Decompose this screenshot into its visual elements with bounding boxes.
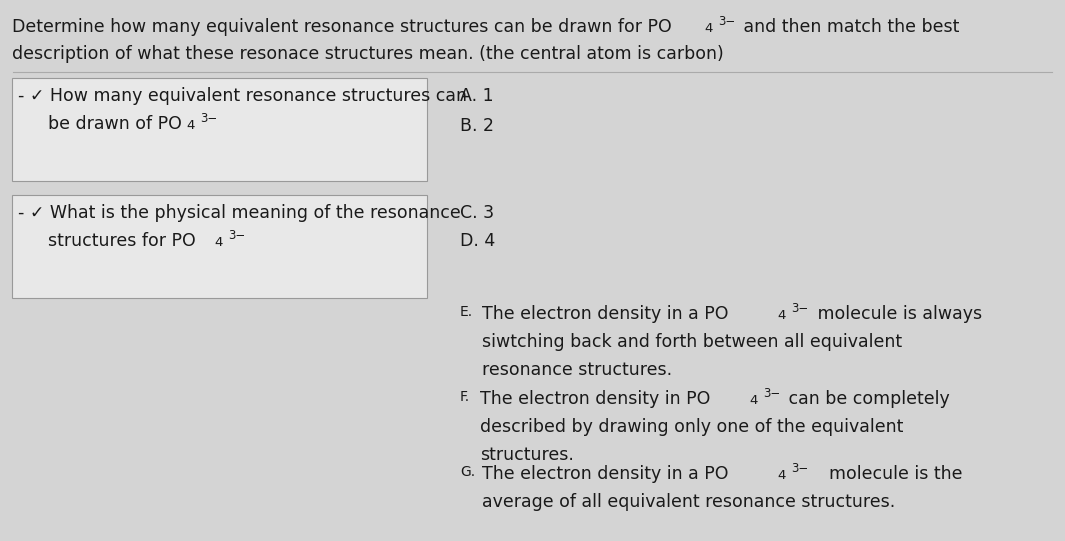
Text: described by drawing only one of the equivalent: described by drawing only one of the equ… [480, 418, 903, 436]
Text: 3−: 3− [763, 387, 781, 400]
Text: C. 3: C. 3 [460, 204, 494, 222]
Text: molecule is always: molecule is always [812, 305, 982, 323]
Text: B. 2: B. 2 [460, 117, 494, 135]
Text: G.: G. [460, 465, 475, 479]
Text: 3−: 3− [791, 302, 808, 315]
Text: 4: 4 [214, 236, 223, 249]
Text: 3−: 3− [228, 229, 245, 242]
Text: and then match the best: and then match the best [738, 18, 960, 36]
Text: 4: 4 [186, 119, 195, 132]
Text: can be completely: can be completely [783, 390, 950, 408]
Text: 4: 4 [704, 22, 712, 35]
Text: F.: F. [460, 390, 470, 404]
Text: The electron density in a PO: The electron density in a PO [482, 465, 728, 483]
Text: description of what these resonace structures mean. (the central atom is carbon): description of what these resonace struc… [12, 45, 724, 63]
Text: - ✓ How many equivalent resonance structures can: - ✓ How many equivalent resonance struct… [18, 87, 466, 105]
Text: 3−: 3− [200, 112, 217, 125]
Text: 3−: 3− [718, 15, 735, 28]
Text: structures for PO: structures for PO [48, 232, 196, 250]
Text: 4: 4 [749, 394, 757, 407]
Text: siwtching back and forth between all equivalent: siwtching back and forth between all equ… [482, 333, 902, 351]
Text: resonance structures.: resonance structures. [482, 361, 672, 379]
Text: A. 1: A. 1 [460, 87, 493, 105]
Text: - ✓ What is the physical meaning of the resonance: - ✓ What is the physical meaning of the … [18, 204, 461, 222]
Text: average of all equivalent resonance structures.: average of all equivalent resonance stru… [482, 493, 896, 511]
Text: be drawn of PO: be drawn of PO [48, 115, 182, 133]
Text: 3−: 3− [791, 462, 808, 475]
Text: D. 4: D. 4 [460, 232, 495, 250]
Text: 4: 4 [777, 469, 785, 482]
Text: Determine how many equivalent resonance structures can be drawn for PO: Determine how many equivalent resonance … [12, 18, 672, 36]
Text: molecule is the: molecule is the [818, 465, 963, 483]
Text: structures.: structures. [480, 446, 574, 464]
Text: 4: 4 [777, 309, 785, 322]
FancyBboxPatch shape [12, 78, 427, 181]
Text: The electron density in PO: The electron density in PO [480, 390, 710, 408]
Text: E.: E. [460, 305, 473, 319]
Text: The electron density in a PO: The electron density in a PO [482, 305, 728, 323]
FancyBboxPatch shape [12, 195, 427, 298]
